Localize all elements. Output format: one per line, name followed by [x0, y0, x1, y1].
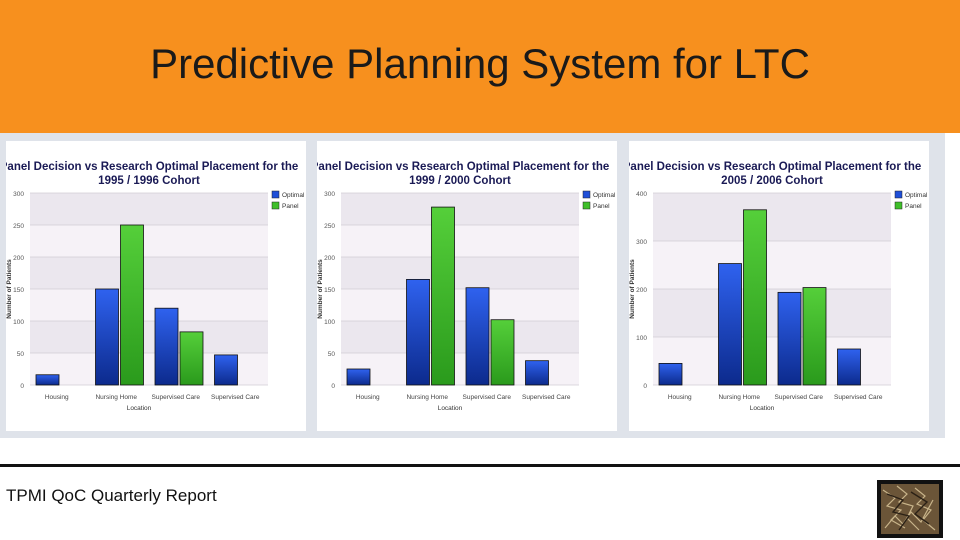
y-tick-label: 0: [643, 383, 647, 390]
bar-optimal: [406, 278, 430, 386]
plot-band: [653, 241, 891, 289]
logo-texture: [877, 480, 943, 538]
bar-optimal: [214, 354, 238, 386]
chart-title-line: Panel Decision vs Research Optimal Place…: [6, 161, 298, 173]
y-tick-label: 50: [328, 351, 336, 358]
plot-band: [30, 289, 268, 321]
y-axis-label: Number of Patients: [629, 259, 636, 319]
bar-optimal: [777, 291, 802, 386]
plot-band: [30, 321, 268, 353]
y-tick-label: 0: [331, 383, 335, 390]
plot-band: [341, 193, 579, 225]
y-tick-label: 100: [13, 319, 24, 326]
y-tick-label: 100: [324, 319, 335, 326]
x-axis-label: Location: [438, 405, 463, 412]
plot-band: [341, 225, 579, 257]
bar-panel: [120, 224, 144, 386]
y-tick-label: 100: [636, 335, 647, 342]
y-tick-label: 200: [13, 255, 24, 262]
chart-2005-2006: Panel Decision vs Research Optimal Place…: [629, 141, 929, 431]
y-tick-label: 150: [13, 287, 24, 294]
plot-band: [341, 321, 579, 353]
bar-optimal: [718, 263, 742, 386]
bar-panel: [490, 319, 515, 386]
slide-header: Predictive Planning System for LTC: [0, 0, 960, 133]
chart-title-line: 2005 / 2006 Cohort: [721, 175, 823, 187]
logo-image: [877, 480, 943, 538]
legend-label: Panel: [282, 203, 299, 210]
y-axis-label: Number of Patients: [6, 259, 13, 319]
y-tick-label: 200: [636, 287, 647, 294]
x-tick-label: Nursing Home: [718, 394, 760, 401]
chart-1995-1996: Panel Decision vs Research Optimal Place…: [6, 141, 306, 431]
x-tick-label: Supervised Care: [211, 394, 260, 401]
legend-swatch-optimal: [894, 190, 903, 199]
bar-panel: [802, 287, 827, 386]
chart-title-line: Panel Decision vs Research Optimal Place…: [629, 161, 921, 173]
legend-swatch-optimal: [271, 190, 280, 199]
legend-label: Optimal: [593, 192, 616, 199]
x-tick-label: Supervised Care: [463, 394, 512, 401]
legend-label: Panel: [593, 203, 610, 210]
x-axis-label: Location: [127, 405, 152, 412]
legend-swatch-panel: [582, 201, 591, 210]
bar-optimal: [154, 307, 179, 386]
plot-band: [653, 193, 891, 241]
legend-swatch-panel: [894, 201, 903, 210]
x-tick-label: Supervised Care: [152, 394, 201, 401]
y-axis-label: Number of Patients: [317, 259, 324, 319]
y-tick-label: 300: [636, 239, 647, 246]
bar-optimal: [346, 368, 371, 386]
chart-title-line: Panel Decision vs Research Optimal Place…: [317, 161, 609, 173]
x-tick-label: Nursing Home: [95, 394, 137, 401]
bar-optimal: [465, 287, 490, 386]
y-tick-label: 300: [13, 191, 24, 198]
y-tick-label: 150: [324, 287, 335, 294]
x-tick-label: Supervised Care: [522, 394, 571, 401]
y-tick-label: 200: [324, 255, 335, 262]
bar-panel: [431, 206, 455, 386]
chart-svg: Panel Decision vs Research Optimal Place…: [629, 161, 928, 412]
plot-band: [653, 289, 891, 337]
x-tick-label: Supervised Care: [834, 394, 883, 401]
y-tick-label: 400: [636, 191, 647, 198]
y-tick-label: 250: [13, 223, 24, 230]
legend-label: Panel: [905, 203, 922, 210]
bar-optimal: [35, 374, 60, 386]
x-tick-label: Supervised Care: [775, 394, 824, 401]
bar-optimal: [95, 288, 119, 386]
x-axis-label: Location: [750, 405, 775, 412]
slide-title: Predictive Planning System for LTC: [150, 40, 810, 87]
bar-panel: [179, 331, 204, 386]
x-tick-label: Nursing Home: [406, 394, 448, 401]
chart-title-line: 1995 / 1996 Cohort: [98, 175, 200, 187]
footer-text: TPMI QoC Quarterly Report: [6, 486, 217, 505]
x-tick-label: Housing: [668, 394, 692, 401]
legend-swatch-optimal: [582, 190, 591, 199]
y-tick-label: 0: [20, 383, 24, 390]
x-tick-label: Housing: [356, 394, 380, 401]
y-tick-label: 300: [324, 191, 335, 198]
chart-1999-2000: Panel Decision vs Research Optimal Place…: [317, 141, 617, 431]
y-tick-label: 250: [324, 223, 335, 230]
chart-svg: Panel Decision vs Research Optimal Place…: [6, 161, 305, 412]
chart-title-line: 1999 / 2000 Cohort: [409, 175, 511, 187]
plot-band: [30, 193, 268, 225]
bar-optimal: [837, 348, 861, 386]
x-tick-label: Housing: [45, 394, 69, 401]
legend-label: Optimal: [282, 192, 305, 199]
y-tick-label: 50: [17, 351, 25, 358]
plot-band: [30, 257, 268, 289]
chart-svg: Panel Decision vs Research Optimal Place…: [317, 161, 616, 412]
bar-panel: [743, 209, 767, 386]
legend-swatch-panel: [271, 201, 280, 210]
legend-label: Optimal: [905, 192, 928, 199]
bar-optimal: [525, 360, 549, 386]
plot-band: [30, 225, 268, 257]
bar-optimal: [658, 362, 683, 386]
footer-divider: [0, 464, 960, 467]
plot-band: [341, 289, 579, 321]
plot-band: [341, 257, 579, 289]
